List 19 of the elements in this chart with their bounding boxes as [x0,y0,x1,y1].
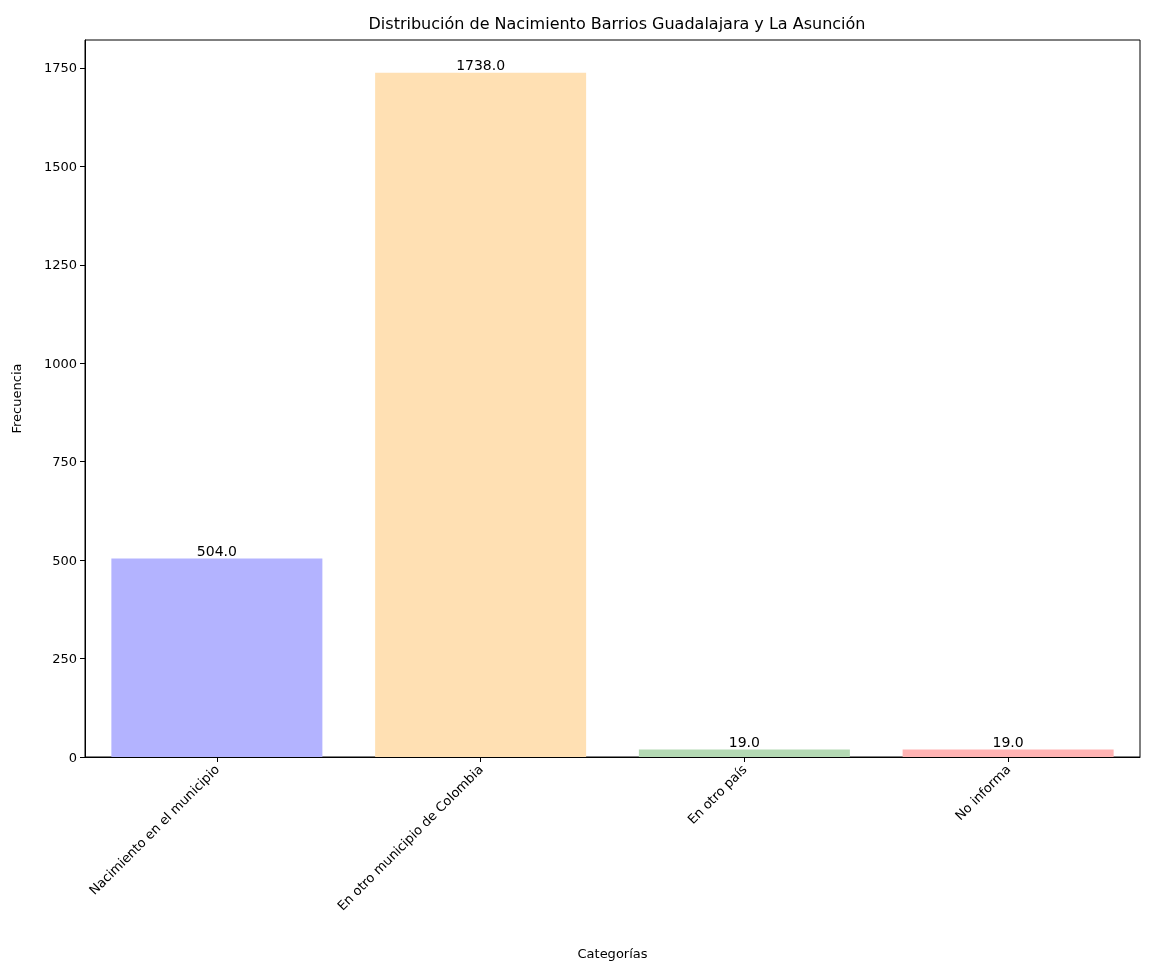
y-tick-label: 750 [52,454,77,470]
y-tick-label: 250 [52,651,77,667]
y-tick-label: 500 [52,552,77,568]
y-axis-title: Frecuencia [9,363,24,434]
data-label: 19.0 [728,733,760,750]
y-tick-label: 1500 [43,158,77,174]
data-label: 504.0 [196,542,237,559]
y-tick-label: 1000 [43,355,77,371]
bar [902,749,1114,757]
bar [638,749,850,757]
chart-title: Distribución de Nacimiento Barrios Guadalajara y La Asunción [368,13,866,33]
bar [375,72,587,757]
data-label: 19.0 [992,733,1024,750]
bar [111,558,323,757]
y-tick-label: 0 [68,749,77,765]
x-axis-title: Categorías [577,946,648,961]
y-tick-label: 1250 [43,257,77,273]
y-tick-label: 1750 [43,60,77,76]
data-label: 1738.0 [456,56,506,73]
